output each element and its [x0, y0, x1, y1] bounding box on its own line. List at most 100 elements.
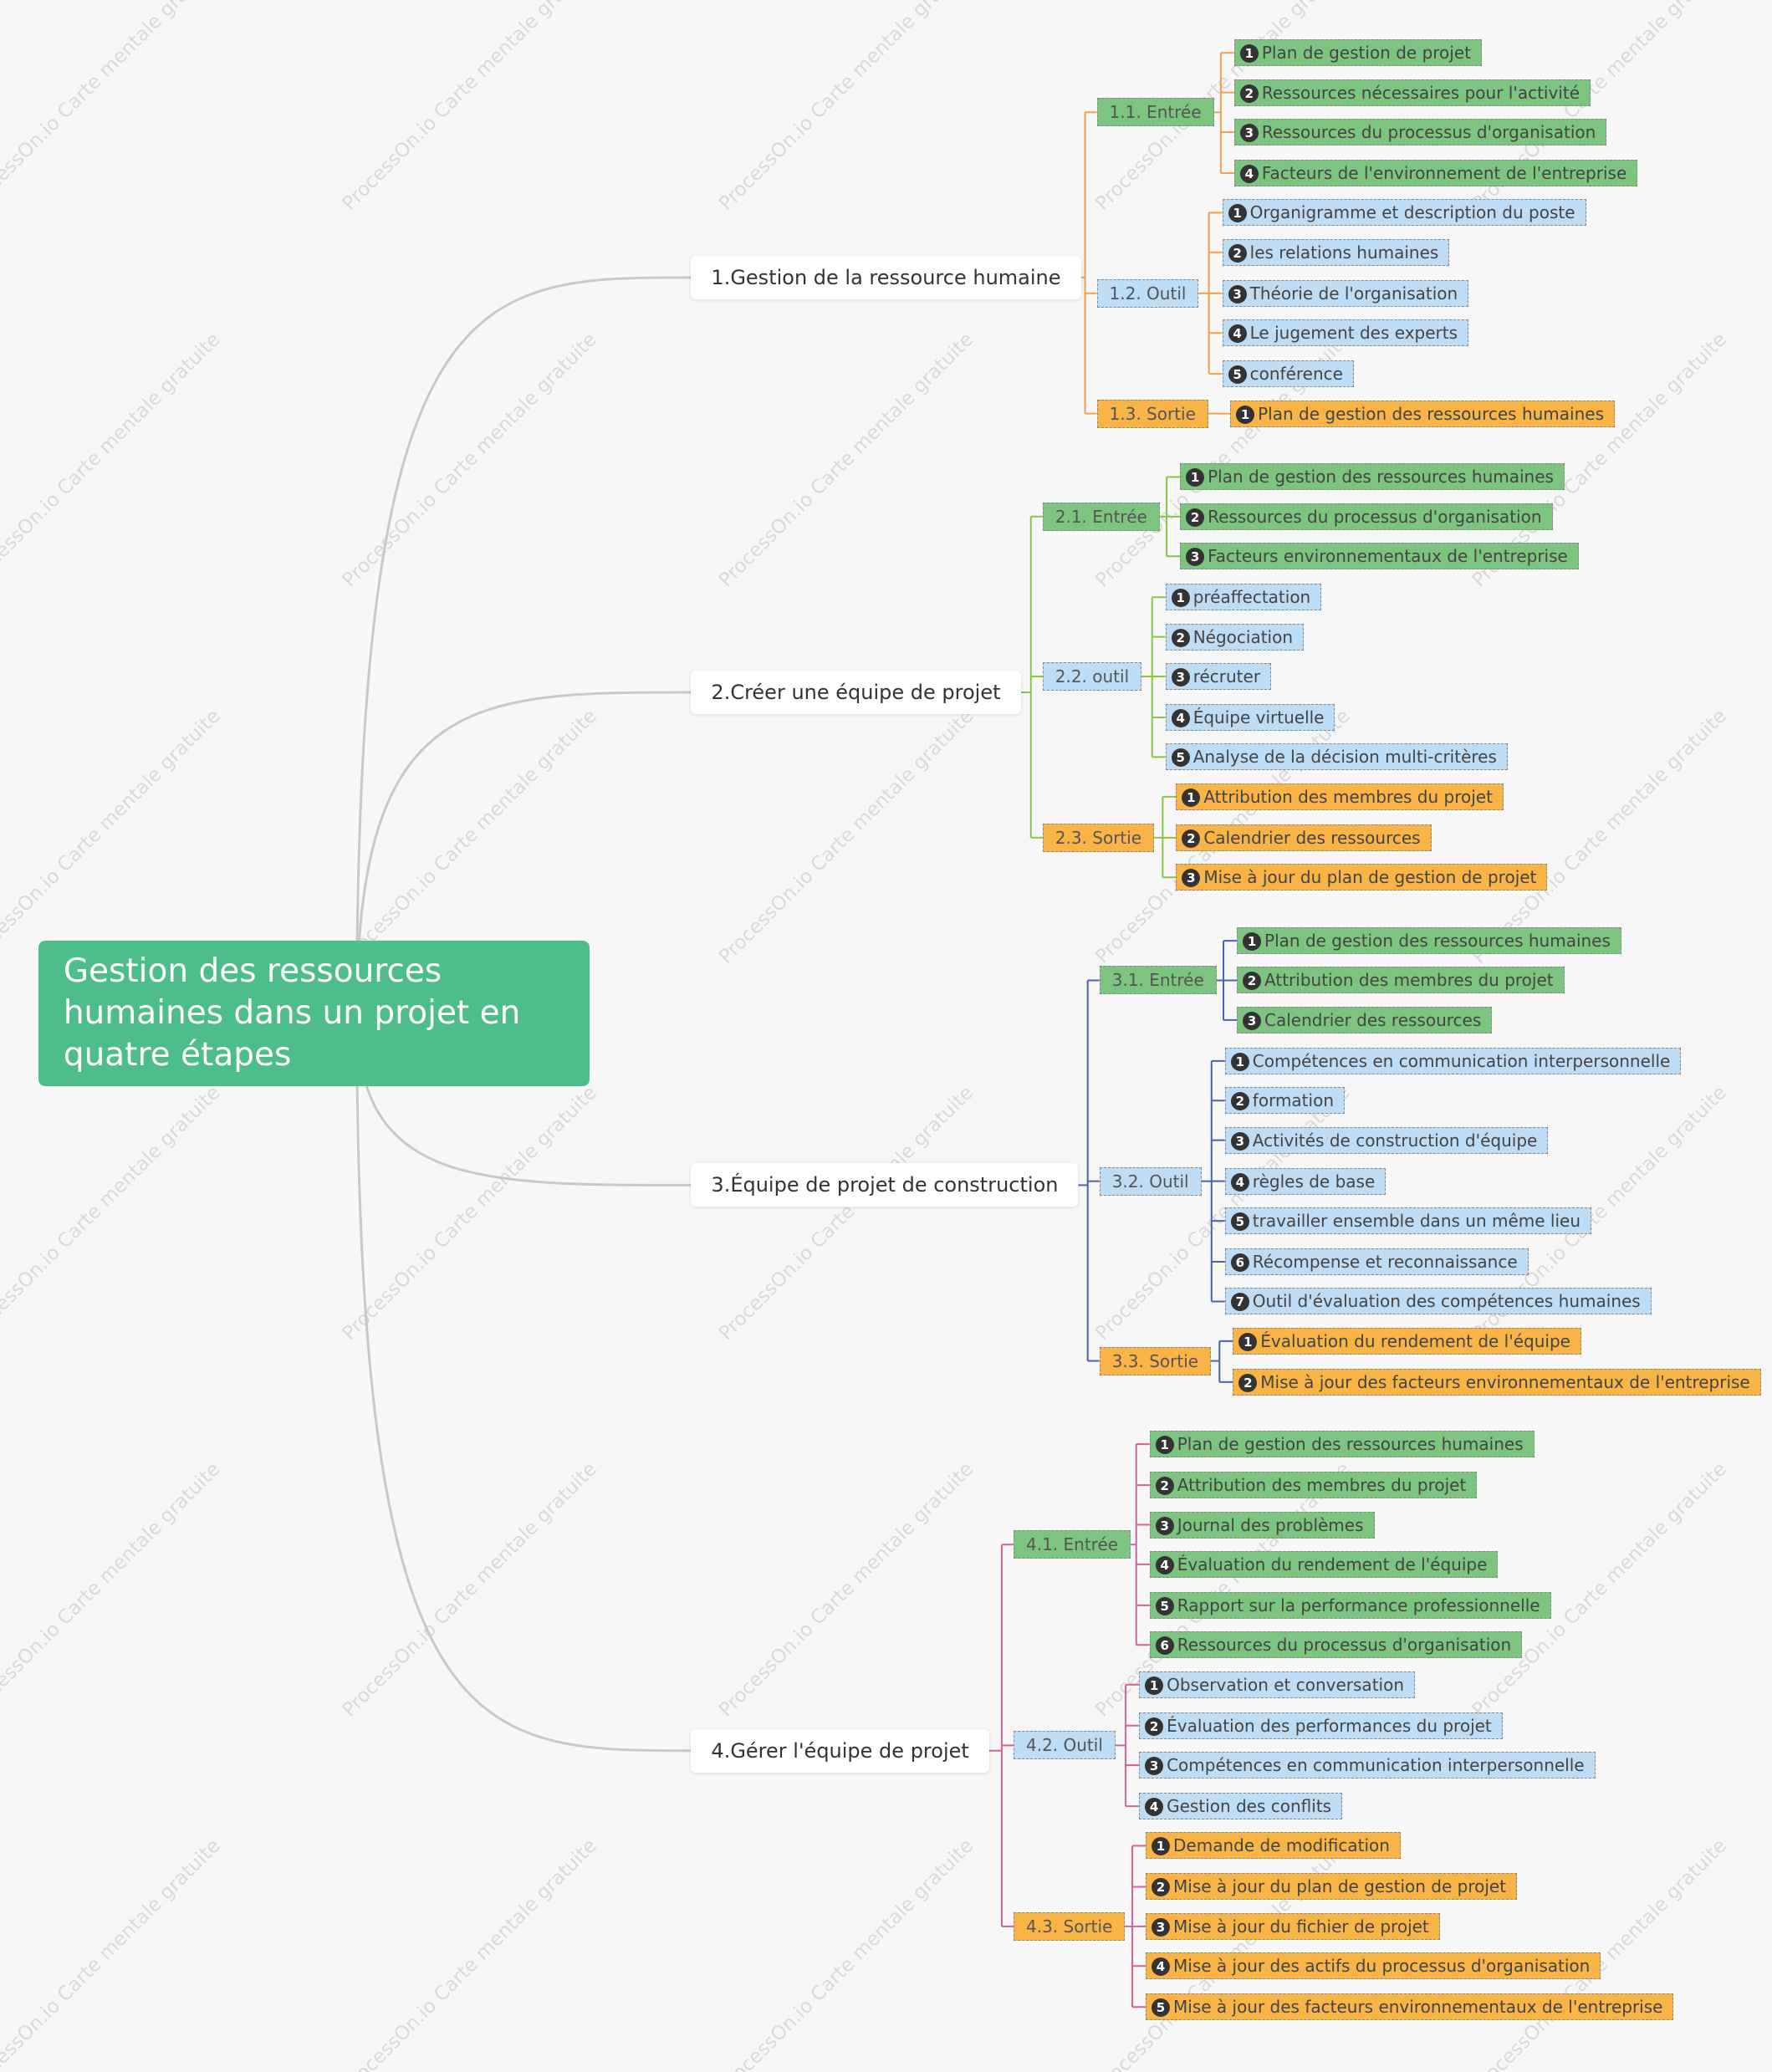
item-node: 3 Facteurs environnementaux de l'entrepri…	[1180, 543, 1579, 570]
item-node: 2 Calendrier des ressources	[1176, 824, 1432, 851]
group-label: 2.1. Entrée	[1055, 506, 1147, 527]
item-number: 6	[1230, 1253, 1249, 1273]
item-number: 7	[1230, 1293, 1249, 1312]
item-node: 4 Gestion des conflits	[1139, 1793, 1343, 1820]
item-number: 4	[1155, 1555, 1174, 1574]
item-number: 1	[1236, 405, 1255, 424]
item-number: 4	[1171, 709, 1190, 728]
item-node: 3 récruter	[1165, 663, 1272, 691]
group-label: 4.2. Outil	[1025, 1735, 1103, 1756]
item-text: Demande de modification	[1173, 1835, 1390, 1856]
item-node: 5 conférence	[1222, 360, 1354, 388]
item-node: 3 Calendrier des ressources	[1237, 1006, 1493, 1033]
item-number: 1	[1171, 589, 1190, 608]
item-node: 2 Attribution des membres du projet	[1237, 967, 1565, 994]
item-number: 2	[1182, 829, 1201, 848]
item-number: 5	[1228, 365, 1247, 385]
branch-label: 4.Gérer l'équipe de projet	[711, 1738, 969, 1763]
item-number: 3	[1182, 869, 1201, 888]
item-number: 3	[1155, 1516, 1174, 1535]
item-text: Outil d'évaluation des compétences humai…	[1252, 1291, 1641, 1312]
item-number: 2	[1171, 628, 1190, 647]
item-node: 2 Attribution des membres du projet	[1149, 1472, 1478, 1499]
item-node: 1 Plan de gestion des ressources humaines	[1149, 1431, 1535, 1458]
item-text: Plan de gestion de projet	[1261, 43, 1471, 64]
item-node: 2 Mise à jour des facteurs environnementa…	[1233, 1368, 1761, 1396]
item-text: Calendrier des ressources	[1264, 1009, 1482, 1030]
item-node: 3 Ressources du processus d'organisation	[1233, 119, 1607, 146]
group-node: 1.3. Sortie	[1096, 399, 1208, 428]
group-label: 4.3. Sortie	[1025, 1916, 1113, 1937]
item-number: 2	[1186, 508, 1205, 527]
group-node: 4.3. Sortie	[1013, 1911, 1126, 1941]
item-text: Le jugement des experts	[1249, 323, 1458, 344]
item-node: 2 Évaluation des performances du projet	[1139, 1712, 1503, 1739]
item-number: 5	[1171, 748, 1190, 768]
item-node: 3 Mise à jour du plan de gestion de proje…	[1176, 864, 1548, 891]
item-node: 2 Ressources du processus d'organisation	[1180, 503, 1553, 530]
item-text: préaffectation	[1192, 587, 1311, 608]
item-text: les relations humaines	[1249, 242, 1439, 263]
item-node: 2 Mise à jour du plan de gestion de proje…	[1146, 1873, 1518, 1901]
item-text: Ressources nécessaires pour l'activité	[1261, 82, 1581, 103]
item-number: 2	[1155, 1477, 1174, 1496]
item-number: 1	[1152, 1837, 1170, 1856]
item-node: 1 Compétences en communication interperso…	[1224, 1047, 1682, 1074]
item-node: 5 Rapport sur la performance professionne…	[1149, 1591, 1551, 1619]
item-number: 1	[1239, 44, 1259, 64]
item-node: 1 Demande de modification	[1146, 1832, 1401, 1860]
item-node: 4 Mise à jour des actifs du processus d'o…	[1146, 1952, 1601, 1980]
item-node: 5 Analyse de la décision multi-critères	[1165, 743, 1508, 771]
item-node: 1 Observation et conversation	[1139, 1671, 1415, 1698]
item-node: 4 Facteurs de l'environnement de l'entrep…	[1233, 160, 1638, 186]
item-text: travailler ensemble dans un même lieu	[1252, 1211, 1581, 1232]
branch-label: 2.Créer une équipe de projet	[711, 681, 1001, 704]
item-node: 1 Évaluation du rendement de l'équipe	[1233, 1327, 1581, 1355]
item-text: Organigramme et description du poste	[1249, 202, 1575, 223]
item-node: 1 Plan de gestion des ressources humaines	[1230, 400, 1616, 427]
connector	[355, 691, 692, 1013]
branch-node: 2.Créer une équipe de projet	[691, 671, 1021, 714]
group-node: 4.1. Entrée	[1013, 1530, 1131, 1559]
item-number: 4	[1228, 324, 1247, 344]
group-label: 1.3. Sortie	[1109, 403, 1196, 424]
group-label: 3.2. Outil	[1111, 1171, 1189, 1192]
item-node: 1 Attribution des membres du projet	[1176, 783, 1504, 810]
item-node: 5 travailler ensemble dans un même lieu	[1224, 1207, 1592, 1235]
item-number: 6	[1155, 1636, 1174, 1656]
item-node: 4 règles de base	[1224, 1167, 1386, 1195]
item-number: 2	[1230, 1092, 1249, 1111]
item-text: Gestion des conflits	[1167, 1796, 1332, 1817]
item-number: 2	[1239, 84, 1259, 103]
item-text: Évaluation du rendement de l'équipe	[1177, 1554, 1488, 1574]
item-text: règles de base	[1252, 1171, 1376, 1192]
item-text: Attribution des membres du projet	[1264, 970, 1554, 991]
item-text: Évaluation du rendement de l'équipe	[1260, 1330, 1570, 1351]
item-node: 2 Ressources nécessaires pour l'activité	[1233, 79, 1591, 106]
item-text: Analyse de la décision multi-critères	[1192, 747, 1497, 768]
item-node: 3 Journal des problèmes	[1149, 1511, 1375, 1539]
item-text: Mise à jour des facteurs environnementau…	[1173, 1997, 1663, 2018]
item-text: Activités de construction d'équipe	[1252, 1130, 1538, 1151]
item-node: 4 Évaluation du rendement de l'équipe	[1149, 1550, 1499, 1578]
item-text: Attribution des membres du projet	[1203, 786, 1493, 807]
item-number: 1	[1182, 788, 1201, 807]
group-label: 1.1. Entrée	[1109, 102, 1202, 123]
root-title: Gestion des ressources humaines dans un …	[63, 952, 521, 1074]
group-label: 3.3. Sortie	[1111, 1350, 1199, 1371]
item-node: 1 préaffectation	[1165, 584, 1322, 611]
group-node: 2.2. outil	[1042, 662, 1142, 692]
branch-node: 4.Gérer l'équipe de projet	[691, 1728, 989, 1773]
item-text: Équipe virtuelle	[1192, 707, 1325, 728]
item-number: 1	[1238, 1332, 1258, 1351]
item-node: 3 Compétences en communication interperso…	[1139, 1752, 1596, 1779]
item-number: 2	[1228, 243, 1247, 263]
item-node: 5 Mise à jour des facteurs environnementa…	[1146, 1993, 1674, 2021]
item-number: 3	[1228, 284, 1247, 304]
item-node: 4 Le jugement des experts	[1222, 319, 1469, 347]
item-number: 3	[1152, 1917, 1170, 1937]
group-node: 3.3. Sortie	[1099, 1346, 1212, 1375]
item-text: Facteurs environnementaux de l'entrepris…	[1208, 546, 1568, 567]
group-node: 2.3. Sortie	[1042, 823, 1155, 852]
